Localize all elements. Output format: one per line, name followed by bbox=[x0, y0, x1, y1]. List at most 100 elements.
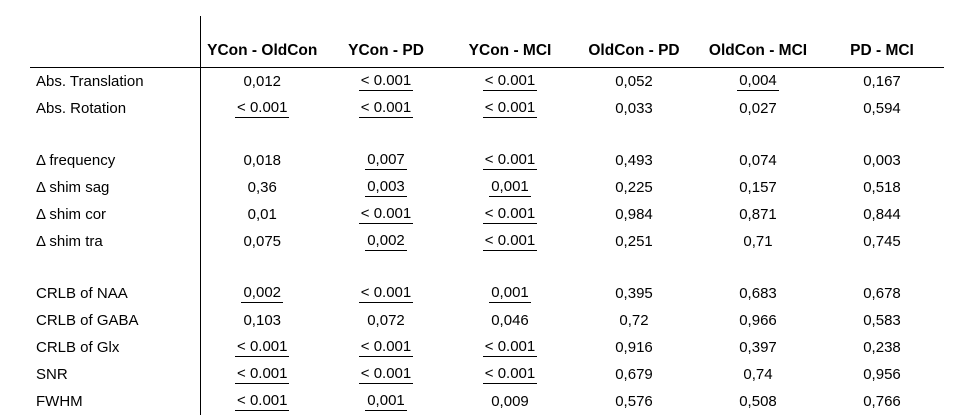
table-row-abs-rotation: Abs. Rotation < 0.001 < 0.001 < 0.001 0,… bbox=[30, 95, 944, 122]
cell: < 0.001 bbox=[448, 95, 572, 122]
cell: < 0.001 bbox=[324, 280, 448, 307]
p-value: 0,046 bbox=[491, 312, 529, 329]
p-value: < 0.001 bbox=[482, 205, 538, 225]
cell: 0,001 bbox=[324, 388, 448, 415]
header-empty-cell bbox=[30, 16, 200, 68]
cell: 0,679 bbox=[572, 361, 696, 388]
cell: < 0.001 bbox=[324, 95, 448, 122]
cell: 0,002 bbox=[199, 280, 324, 307]
table-row-snr: SNR < 0.001 < 0.001 < 0.001 0,679 0,74 0… bbox=[30, 361, 944, 388]
row-label: Δ shim cor bbox=[36, 206, 107, 223]
cell: 0,012 bbox=[199, 67, 324, 95]
p-value: 0,003 bbox=[863, 152, 901, 169]
p-value: < 0.001 bbox=[235, 338, 290, 358]
p-value: < 0.001 bbox=[358, 365, 414, 385]
row-label: Abs. Translation bbox=[36, 73, 144, 90]
p-value: < 0.001 bbox=[358, 205, 414, 225]
p-value: 0,984 bbox=[615, 206, 653, 223]
cell: 0,493 bbox=[572, 147, 696, 174]
row-label: FWHM bbox=[36, 393, 83, 410]
p-value: 0,103 bbox=[243, 312, 282, 329]
cell: 0,966 bbox=[696, 307, 820, 334]
cell: 0,72 bbox=[572, 307, 696, 334]
p-value: 0,001 bbox=[489, 284, 531, 304]
cell: 0,074 bbox=[696, 147, 820, 174]
cell: 0,052 bbox=[572, 68, 696, 96]
cell: 0,027 bbox=[696, 95, 820, 122]
col-header-ycon-mci: YCon - MCI bbox=[468, 42, 552, 59]
cell: < 0.001 bbox=[199, 361, 324, 388]
row-label: CRLB of NAA bbox=[36, 285, 128, 302]
p-value: < 0.001 bbox=[358, 284, 414, 304]
p-value: 0,012 bbox=[243, 73, 282, 90]
cell: < 0.001 bbox=[448, 361, 572, 388]
row-label: CRLB of Glx bbox=[36, 339, 120, 356]
cell: < 0.001 bbox=[324, 68, 448, 96]
p-value: 0,002 bbox=[365, 232, 407, 252]
cell: 0,009 bbox=[448, 388, 572, 415]
p-value-comparison-table: YCon - OldCon YCon - PD YCon - MCI OldCo… bbox=[30, 16, 944, 415]
p-value: < 0.001 bbox=[235, 392, 290, 412]
p-value: 0,679 bbox=[615, 366, 653, 383]
p-value: < 0.001 bbox=[482, 99, 538, 119]
cell: < 0.001 bbox=[448, 228, 572, 255]
p-value: 0,583 bbox=[863, 312, 901, 329]
p-value: 0,167 bbox=[863, 73, 901, 90]
p-value: 0,074 bbox=[739, 152, 777, 169]
cell: 0,518 bbox=[820, 174, 944, 201]
p-value: 0,916 bbox=[615, 339, 653, 356]
cell: 0,508 bbox=[696, 388, 820, 415]
p-value: 0,027 bbox=[739, 100, 777, 117]
cell: 0,103 bbox=[199, 307, 324, 334]
p-value: 0,001 bbox=[365, 392, 407, 412]
p-value: 0,745 bbox=[863, 233, 901, 250]
cell: < 0.001 bbox=[448, 147, 572, 174]
col-header-ycon-oldcon: YCon - OldCon bbox=[199, 16, 324, 68]
p-value: 0,01 bbox=[247, 206, 277, 223]
p-value: 0,002 bbox=[241, 284, 284, 304]
cell: 0,002 bbox=[324, 228, 448, 255]
p-value: 0,956 bbox=[863, 366, 901, 383]
cell: 0,01 bbox=[199, 201, 324, 228]
row-label: CRLB of GABA bbox=[36, 312, 139, 329]
p-value: 0,225 bbox=[615, 179, 653, 196]
row-label: SNR bbox=[36, 366, 68, 383]
table-row-crlb-gaba: CRLB of GABA 0,103 0,072 0,046 0,72 0,96… bbox=[30, 307, 944, 334]
cell: 0,916 bbox=[572, 334, 696, 361]
p-value: 0,033 bbox=[615, 100, 653, 117]
cell: 0,956 bbox=[820, 361, 944, 388]
cell: 0,678 bbox=[820, 280, 944, 307]
p-value: 0,009 bbox=[491, 393, 529, 410]
p-value: 0,683 bbox=[739, 285, 777, 302]
header-row: YCon - OldCon YCon - PD YCon - MCI OldCo… bbox=[30, 16, 944, 68]
p-value: 0,395 bbox=[615, 285, 653, 302]
cell: < 0.001 bbox=[199, 95, 324, 122]
cell: 0,984 bbox=[572, 201, 696, 228]
p-value: < 0.001 bbox=[482, 338, 538, 358]
cell: 0,583 bbox=[820, 307, 944, 334]
spacer-row bbox=[30, 255, 944, 280]
p-value: 0,518 bbox=[863, 179, 901, 196]
cell: < 0.001 bbox=[199, 388, 324, 415]
p-value: 0,36 bbox=[247, 179, 277, 196]
cell: 0,36 bbox=[199, 174, 324, 201]
cell: 0,001 bbox=[448, 174, 572, 201]
p-value: < 0.001 bbox=[358, 72, 414, 92]
col-header-pd-mci: PD - MCI bbox=[850, 42, 914, 59]
cell: < 0.001 bbox=[199, 334, 324, 361]
row-label: Δ shim sag bbox=[36, 179, 110, 196]
cell: < 0.001 bbox=[448, 201, 572, 228]
p-value: 0,508 bbox=[739, 393, 777, 410]
cell: 0,576 bbox=[572, 388, 696, 415]
spacer-row bbox=[30, 122, 944, 147]
cell: 0,018 bbox=[199, 147, 324, 174]
cell: 0,072 bbox=[324, 307, 448, 334]
row-label: Δ shim tra bbox=[36, 233, 103, 250]
p-value: 0,766 bbox=[863, 393, 901, 410]
p-value: 0,072 bbox=[367, 312, 405, 329]
cell: < 0.001 bbox=[324, 334, 448, 361]
p-value: 0,594 bbox=[863, 100, 901, 117]
cell: 0,397 bbox=[696, 334, 820, 361]
cell: 0,871 bbox=[696, 201, 820, 228]
cell: 0,74 bbox=[696, 361, 820, 388]
